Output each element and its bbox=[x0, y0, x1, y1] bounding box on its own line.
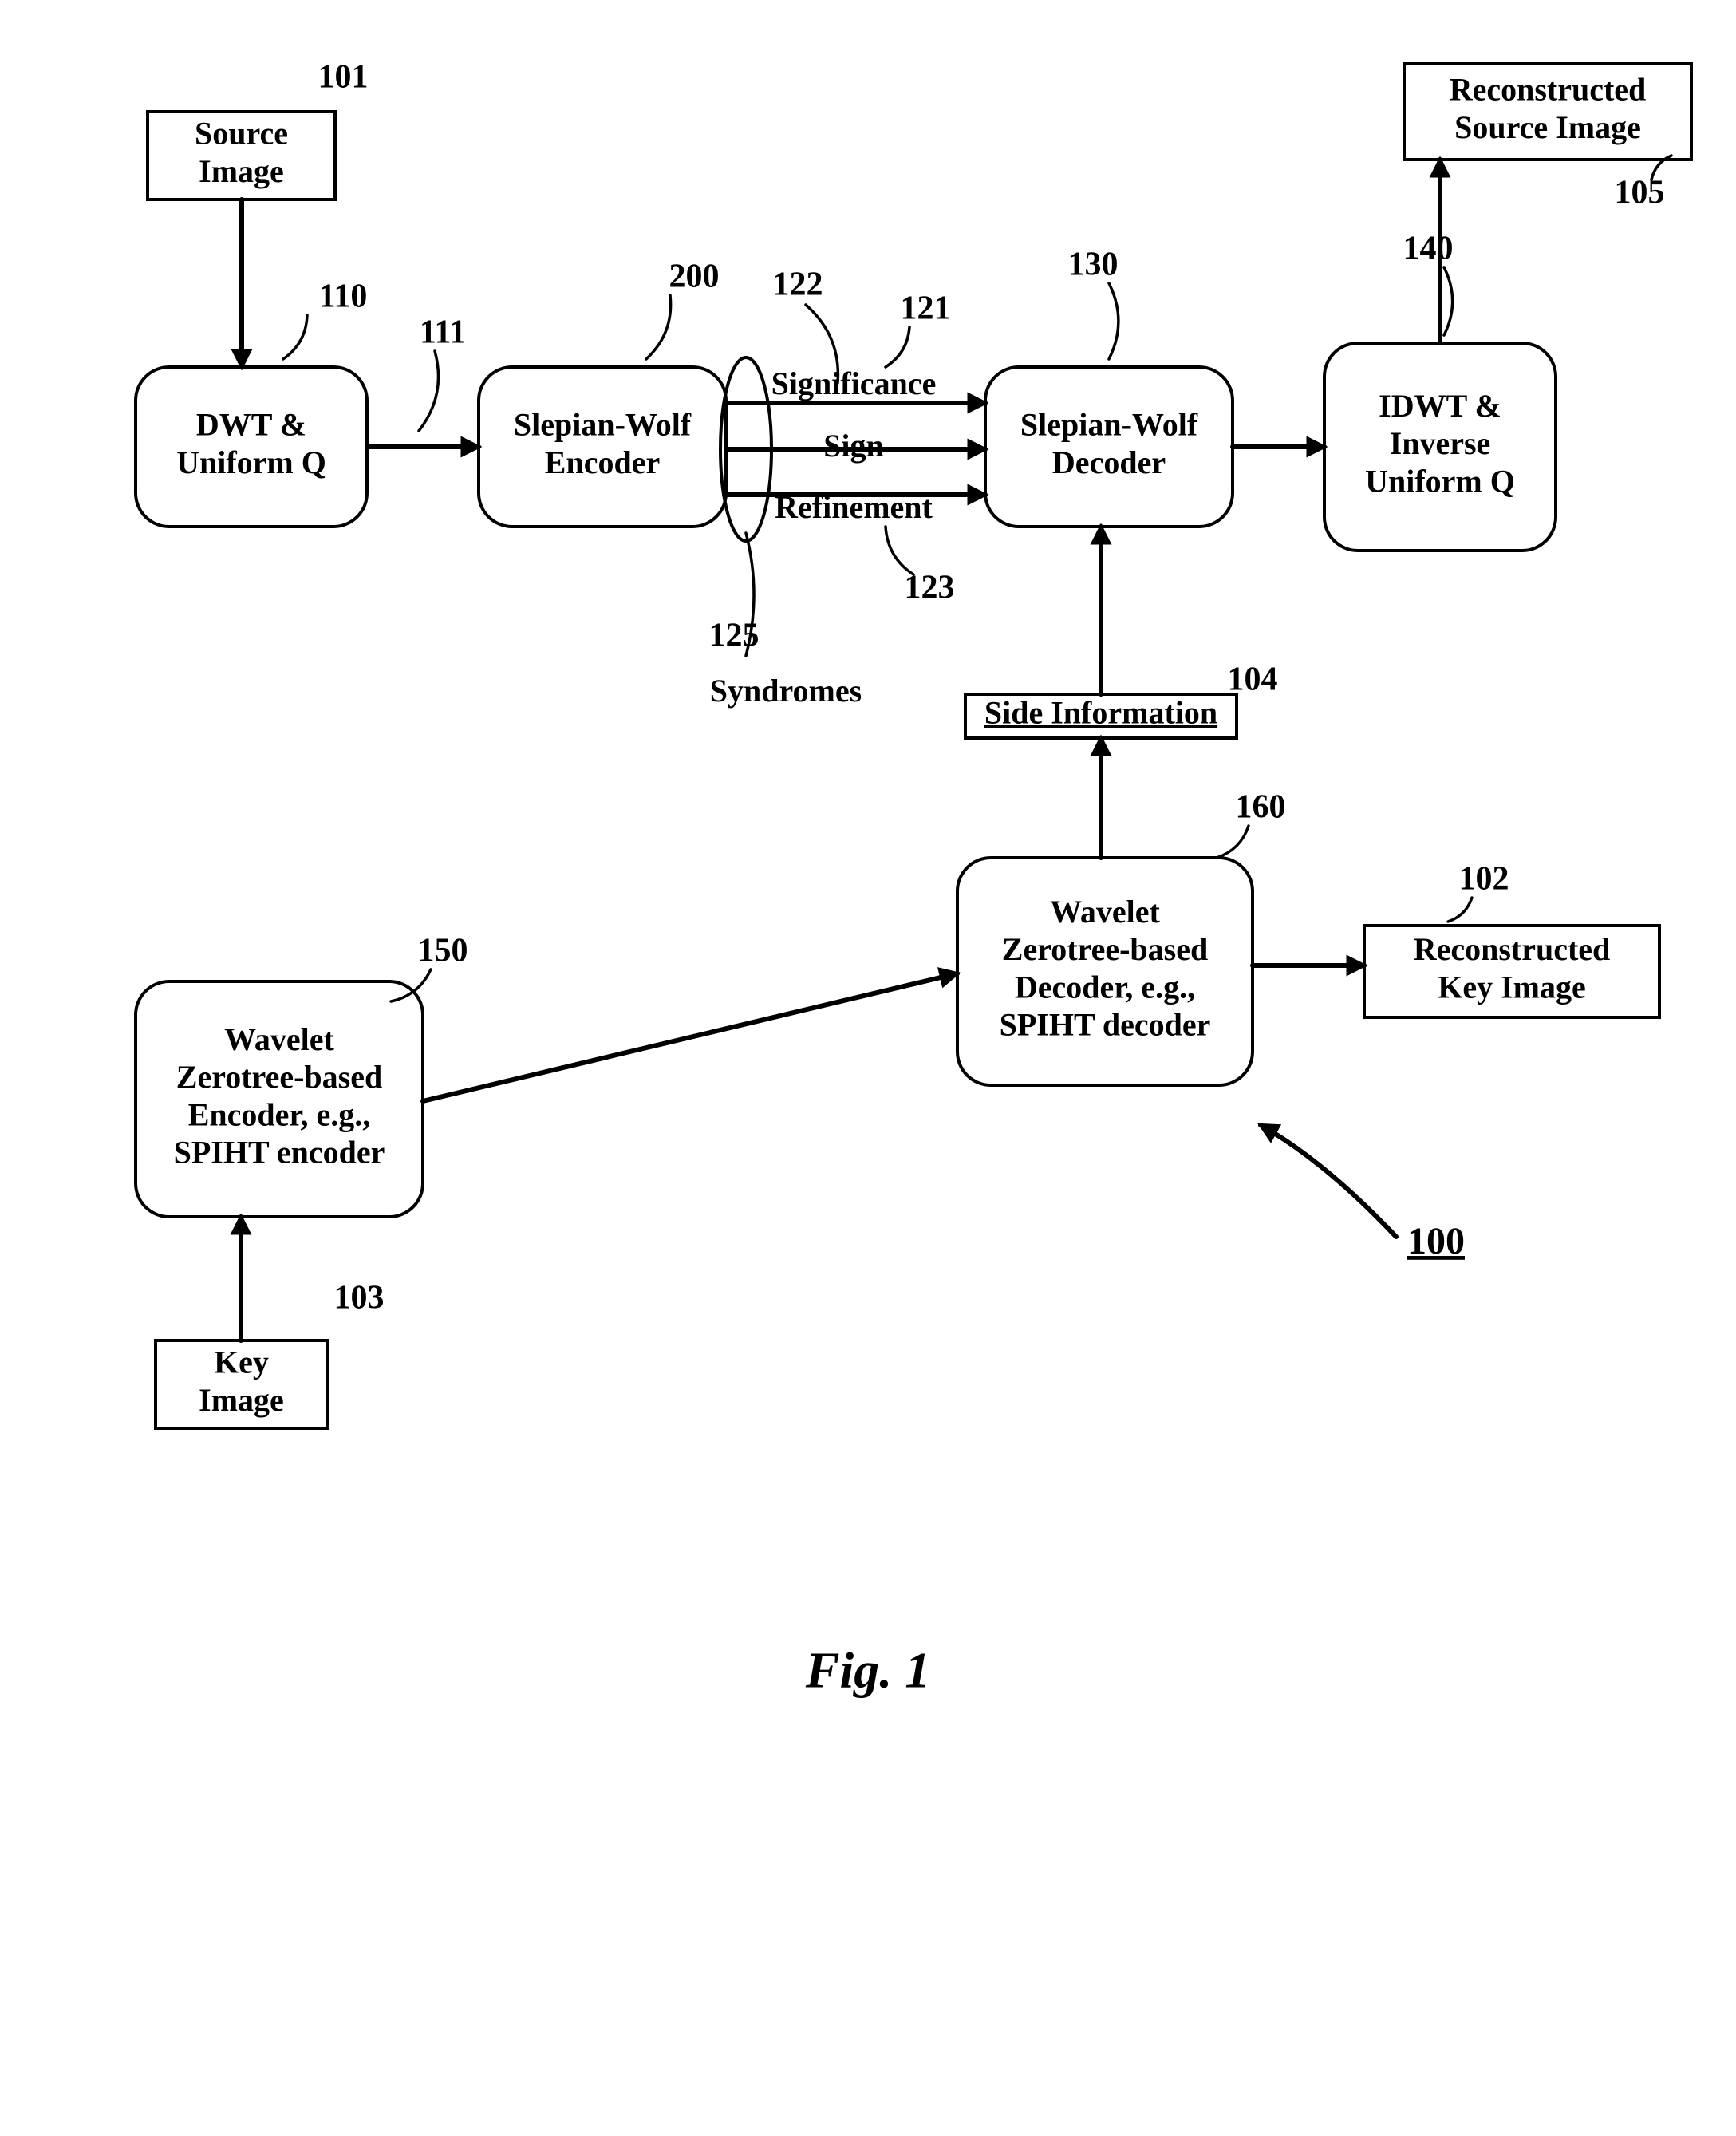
reconstructed_key-leader bbox=[1448, 898, 1472, 922]
system-ref-arrow bbox=[1261, 1125, 1396, 1237]
wz_encoder-label-0: Wavelet bbox=[224, 1021, 334, 1057]
sw_encoder-label-0: Slepian-Wolf bbox=[514, 407, 692, 443]
system-ref-100: 100 bbox=[1261, 1125, 1465, 1262]
idwt-leader bbox=[1444, 267, 1453, 335]
reconstructed_key: ReconstructedKey Image 102 bbox=[1364, 861, 1659, 1017]
sw_decoder: Slepian-WolfDecoder 130 bbox=[985, 247, 1233, 527]
signal-refinement-label: Refinement bbox=[775, 489, 933, 525]
reconstructed_key-ref: 102 bbox=[1459, 861, 1509, 898]
dwt-label-1: Uniform Q bbox=[176, 444, 326, 480]
side_info: Side Information 104 bbox=[965, 661, 1278, 738]
key_image-ref: 103 bbox=[334, 1280, 385, 1317]
system-ref-label: 100 bbox=[1407, 1220, 1465, 1262]
dwt: DWT &Uniform Q 110 bbox=[136, 278, 367, 527]
signal-sign-ref: 122 bbox=[773, 267, 823, 303]
wz_decoder-ref: 160 bbox=[1236, 789, 1286, 826]
dwt-to-encoder: 111 bbox=[367, 314, 479, 447]
idwt-label-0: IDWT & bbox=[1379, 388, 1501, 424]
reconstructed_key-label-1: Key Image bbox=[1438, 969, 1586, 1005]
wz_encoder-label-2: Encoder, e.g., bbox=[188, 1096, 371, 1132]
figure-label: Fig. 1 bbox=[805, 1642, 930, 1699]
reconstructed_key-label-0: Reconstructed bbox=[1414, 931, 1611, 967]
dwt-leader bbox=[283, 315, 307, 359]
sw_encoder: Slepian-WolfEncoder 200 bbox=[479, 259, 726, 527]
wz_decoder-leader bbox=[1217, 826, 1249, 858]
signal-refinement: Refinement123 bbox=[775, 489, 954, 606]
wz_encoder-ref: 150 bbox=[418, 933, 468, 969]
signal-syndromes-ref: 125 bbox=[709, 618, 760, 654]
wz_decoder-label-3: SPIHT decoder bbox=[1000, 1006, 1211, 1042]
wz_encoder: WaveletZerotree-basedEncoder, e.g.,SPIHT… bbox=[136, 933, 468, 1217]
reconstructed_src-label-0: Reconstructed bbox=[1450, 72, 1647, 108]
idwt-label-1: Inverse bbox=[1390, 425, 1491, 461]
dwt-ref: 110 bbox=[319, 278, 368, 315]
signal-significance-ref: 121 bbox=[901, 290, 951, 327]
wz_encoder-label-1: Zerotree-based bbox=[176, 1059, 382, 1095]
signal-significance-label: Significance bbox=[771, 365, 937, 401]
source_image-label-0: Source bbox=[195, 116, 288, 152]
reconstructed_src: ReconstructedSource Image 105 bbox=[1404, 64, 1691, 211]
source_image-ref: 101 bbox=[318, 59, 369, 96]
signal-sign-label: Sign bbox=[823, 428, 884, 464]
sw_encoder-ref: 200 bbox=[669, 259, 720, 295]
sw_decoder-label-0: Slepian-Wolf bbox=[1020, 407, 1198, 443]
sw_decoder-ref: 130 bbox=[1068, 247, 1119, 283]
wz_decoder: WaveletZerotree-basedDecoder, e.g.,SPIHT… bbox=[957, 789, 1286, 1085]
reconstructed_src-ref: 105 bbox=[1615, 175, 1665, 211]
signal-significance: Significance 121 bbox=[771, 290, 951, 402]
side_info-label-0: Side Information bbox=[984, 695, 1217, 731]
idwt-ref: 140 bbox=[1403, 231, 1454, 267]
dwt-to-encoder-ref: 111 bbox=[420, 314, 466, 351]
source_image: SourceImage 101 bbox=[148, 59, 369, 199]
signal-syndromes: Syndromes 125 bbox=[709, 618, 862, 709]
sw_decoder-label-1: Decoder bbox=[1052, 444, 1166, 480]
sw_encoder-label-1: Encoder bbox=[545, 444, 660, 480]
key_image: KeyImage 103 bbox=[156, 1280, 385, 1428]
dwt-label-0: DWT & bbox=[196, 407, 306, 443]
wz_decoder-label-2: Decoder, e.g., bbox=[1015, 969, 1195, 1005]
idwt-label-2: Uniform Q bbox=[1365, 463, 1515, 499]
key-encoder-to-decoder bbox=[423, 973, 957, 1101]
key_image-label-0: Key bbox=[214, 1344, 269, 1380]
wz_decoder-label-0: Wavelet bbox=[1050, 894, 1160, 930]
key_image-label-1: Image bbox=[199, 1382, 284, 1418]
side_info-ref: 104 bbox=[1228, 661, 1278, 698]
signal-syndromes-label: Syndromes bbox=[710, 673, 862, 709]
sw_encoder-leader bbox=[646, 295, 671, 359]
signal-refinement-leader bbox=[886, 527, 913, 574]
wz_encoder-label-3: SPIHT encoder bbox=[174, 1134, 385, 1170]
sw_decoder-leader bbox=[1109, 283, 1119, 359]
signal-significance-leader bbox=[886, 327, 909, 367]
source_image-label-1: Image bbox=[199, 153, 284, 189]
reconstructed_src-label-1: Source Image bbox=[1454, 109, 1641, 145]
wz_decoder-label-1: Zerotree-based bbox=[1002, 931, 1208, 967]
